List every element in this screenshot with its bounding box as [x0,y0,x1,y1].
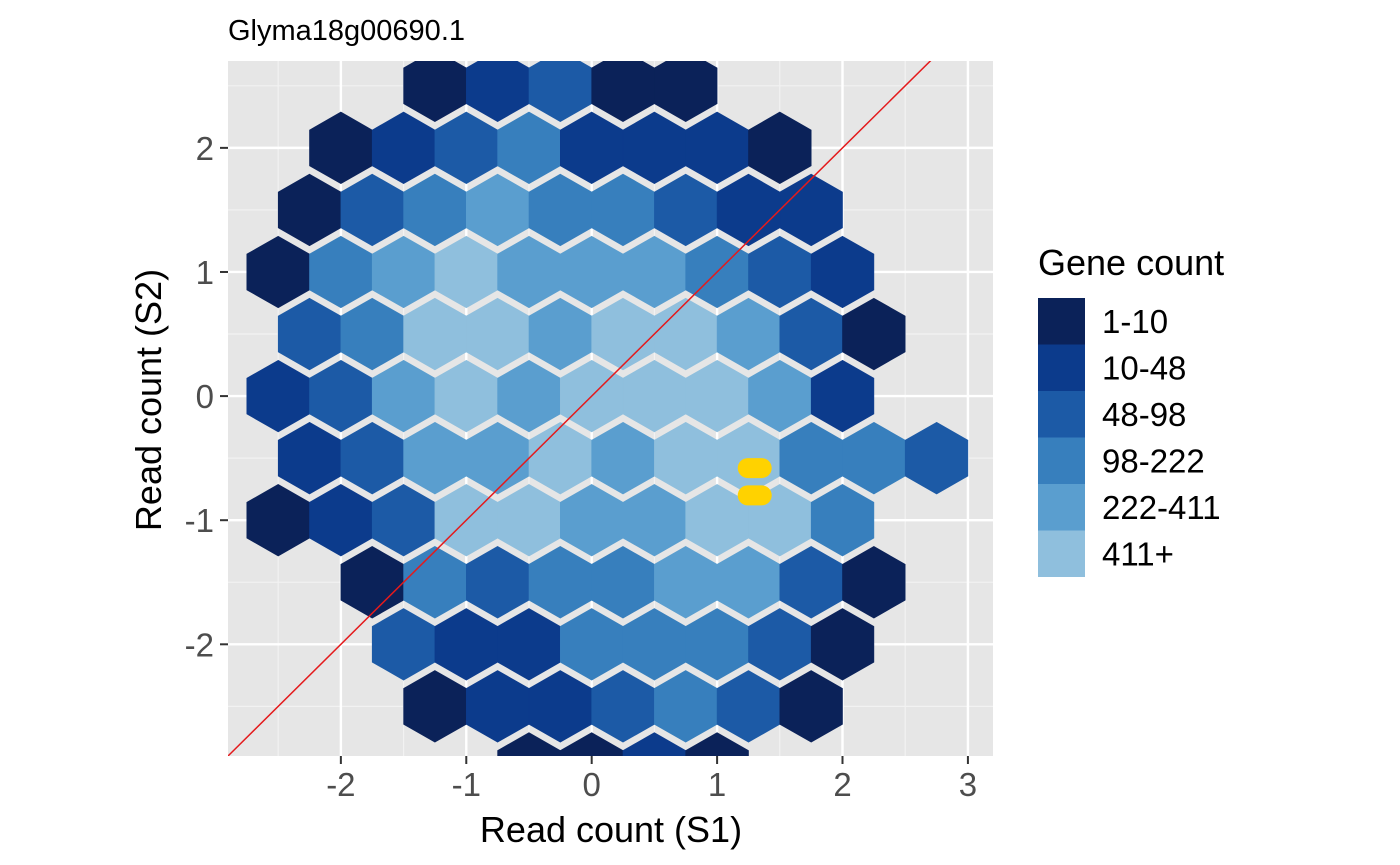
y-axis: -2 -1 0 1 2 [185,130,228,663]
x-axis-title: Read count (S1) [480,809,742,850]
y-tick-label: 0 [196,378,214,415]
plot-area [228,61,993,756]
y-tick-label: -2 [185,626,214,663]
legend-items: 1-10 10-48 48-98 98-222 222-411 411+ [1038,298,1221,577]
legend-label: 222-411 [1102,489,1221,526]
x-axis: -2 -1 0 1 2 3 [326,756,977,803]
hex-bins [246,61,969,756]
hex-bin [842,297,906,371]
legend-label: 1-10 [1102,303,1168,340]
legend-swatch [1038,298,1085,345]
legend-swatch [1038,530,1085,577]
x-tick-label: 1 [708,766,726,803]
legend-swatch [1038,344,1085,391]
hex-bin [842,546,906,619]
legend-swatch [1038,484,1085,531]
hex-bin [779,670,843,743]
y-tick-label: 2 [196,130,214,167]
reference-line-layer [228,61,932,756]
legend-title: Gene count [1038,242,1224,283]
hex-bin [810,359,875,433]
chart-title: Glyma18g00690.1 [228,15,465,47]
legend-swatch [1038,391,1085,438]
y-tick-label: 1 [196,254,214,291]
hex-bin [810,235,875,309]
y-tick-label: -1 [185,502,214,539]
legend-label: 411+ [1102,536,1174,573]
x-tick-label: -1 [452,766,481,803]
hex-bin [654,61,718,122]
legend-label: 48-98 [1102,396,1186,433]
highlight-points [737,458,772,506]
x-tick-label: -2 [326,766,355,803]
hex-bin [748,111,812,185]
legend: Gene count 1-10 10-48 48-98 98-222 222-411 41… [1038,242,1224,577]
legend-label: 98-222 [1102,443,1205,480]
hex-bin [779,173,843,247]
x-tick-label: 3 [959,766,977,803]
x-tick-label: 2 [833,766,851,803]
x-tick-label: 0 [583,766,601,803]
reference-line [228,61,932,756]
legend-label: 10-48 [1102,350,1186,387]
legend-swatch [1038,437,1085,484]
hex-bin [904,421,969,495]
hex-bin [810,484,875,557]
y-axis-title: Read count (S2) [128,269,169,531]
hex-bin [810,608,875,681]
hex-bin [685,732,749,756]
